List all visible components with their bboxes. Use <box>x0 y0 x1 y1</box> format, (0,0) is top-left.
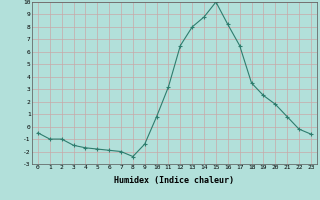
X-axis label: Humidex (Indice chaleur): Humidex (Indice chaleur) <box>115 176 234 185</box>
